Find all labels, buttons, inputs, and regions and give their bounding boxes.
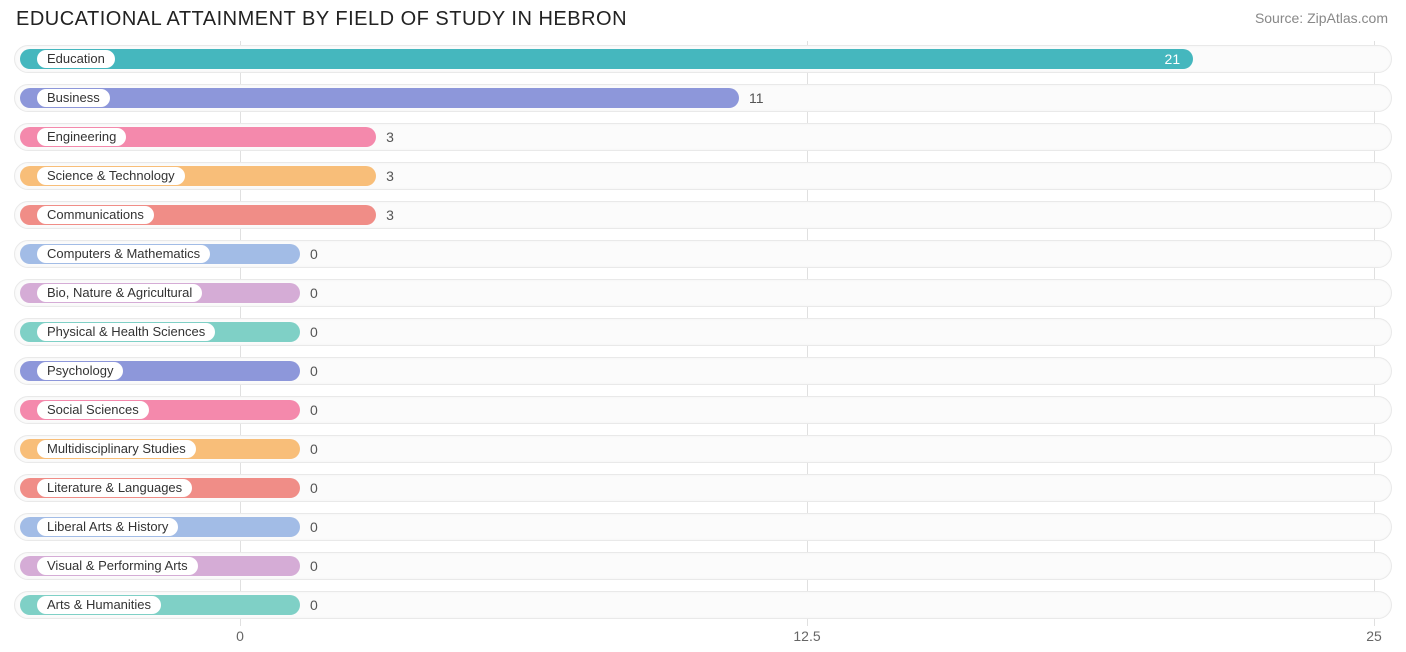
bar-row: Computers & Mathematics 0	[14, 236, 1392, 272]
category-label: Literature & Languages	[36, 478, 193, 498]
category-label: Engineering	[36, 127, 127, 147]
value-label: 3	[386, 119, 394, 155]
x-tick-label: 0	[236, 628, 244, 644]
bar-row: Visual & Performing Arts 0	[14, 548, 1392, 584]
plot-region: Education21Business11Engineering3Science…	[14, 41, 1392, 626]
x-tick-label: 25	[1366, 628, 1382, 644]
value-label: 0	[310, 431, 318, 467]
value-label: 21	[1165, 41, 1181, 77]
value-label: 0	[310, 470, 318, 506]
bar-row: Education 21	[14, 41, 1392, 77]
category-label: Bio, Nature & Agricultural	[36, 283, 203, 303]
bar-row: Engineering 3	[14, 119, 1392, 155]
value-label: 0	[310, 548, 318, 584]
bar-row: Science & Technology 3	[14, 158, 1392, 194]
chart-title: EDUCATIONAL ATTAINMENT BY FIELD OF STUDY…	[16, 8, 1392, 31]
category-label: Business	[36, 88, 111, 108]
value-label: 11	[749, 80, 764, 116]
value-label: 0	[310, 314, 318, 350]
source-attribution: Source: ZipAtlas.com	[1255, 10, 1388, 26]
category-label: Visual & Performing Arts	[36, 556, 199, 576]
category-label: Liberal Arts & History	[36, 517, 179, 537]
category-label: Social Sciences	[36, 400, 150, 420]
value-label: 0	[310, 587, 318, 623]
category-label: Arts & Humanities	[36, 595, 162, 615]
bar-row: Multidisciplinary Studies 0	[14, 431, 1392, 467]
category-label: Education	[36, 49, 116, 69]
chart-area: Education21Business11Engineering3Science…	[14, 41, 1392, 652]
bar	[20, 88, 739, 108]
category-label: Science & Technology	[36, 166, 186, 186]
bar-row: Social Sciences 0	[14, 392, 1392, 428]
category-label: Psychology	[36, 361, 124, 381]
category-label: Communications	[36, 205, 155, 225]
value-label: 0	[310, 275, 318, 311]
bar-row: Psychology 0	[14, 353, 1392, 389]
bar-row: Physical & Health Sciences 0	[14, 314, 1392, 350]
value-label: 3	[386, 197, 394, 233]
bar-row: Business 11	[14, 80, 1392, 116]
value-label: 0	[310, 392, 318, 428]
bar-row: Liberal Arts & History 0	[14, 509, 1392, 545]
value-label: 0	[310, 353, 318, 389]
category-label: Physical & Health Sciences	[36, 322, 216, 342]
value-label: 0	[310, 236, 318, 272]
x-tick-label: 12.5	[793, 628, 820, 644]
bar	[20, 49, 1193, 69]
value-label: 0	[310, 509, 318, 545]
bar-row: Arts & Humanities 0	[14, 587, 1392, 623]
category-label: Multidisciplinary Studies	[36, 439, 197, 459]
bar-row: Literature & Languages 0	[14, 470, 1392, 506]
bar-row: Bio, Nature & Agricultural 0	[14, 275, 1392, 311]
category-label: Computers & Mathematics	[36, 244, 211, 264]
value-label: 3	[386, 158, 394, 194]
bar-row: Communications 3	[14, 197, 1392, 233]
